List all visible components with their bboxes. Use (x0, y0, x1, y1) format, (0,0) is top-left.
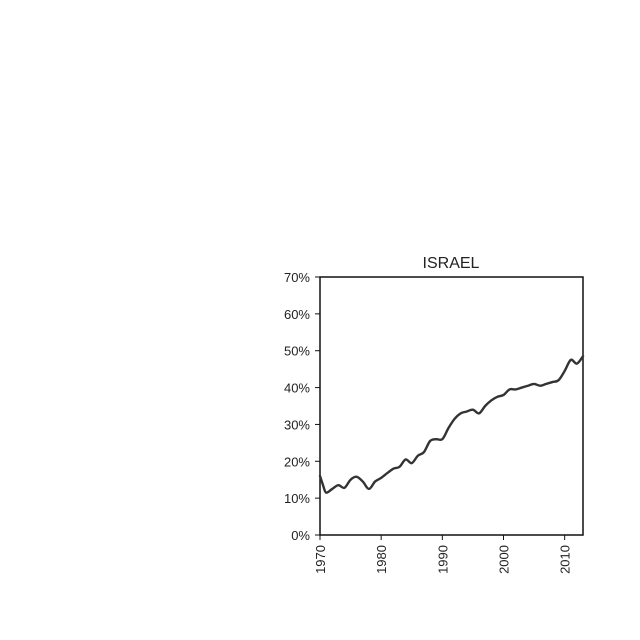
x-tick-label: 1980 (374, 545, 389, 574)
y-tick-label: 0% (291, 528, 310, 543)
series-line (318, 355, 585, 494)
y-tick-label: 20% (284, 454, 310, 469)
x-tick-label: 1990 (435, 545, 450, 574)
y-axis-ticks: 0% 10% 20% 30% 40% 50% 60% 70% (284, 270, 320, 543)
y-tick-label: 10% (284, 491, 310, 506)
y-tick-label: 30% (284, 417, 310, 432)
y-tick-label: 70% (284, 270, 310, 285)
y-tick-label: 60% (284, 307, 310, 322)
y-tick-label: 50% (284, 344, 310, 359)
x-tick-label: 2000 (496, 545, 511, 574)
y-tick-label: 40% (284, 381, 310, 396)
x-tick-label: 2010 (558, 545, 573, 574)
x-tick-label: 1970 (313, 545, 328, 574)
chart-title: ISRAEL (423, 255, 480, 272)
x-axis-ticks: 1970 1980 1990 2000 2010 (313, 535, 573, 574)
plot-frame (319, 276, 584, 536)
